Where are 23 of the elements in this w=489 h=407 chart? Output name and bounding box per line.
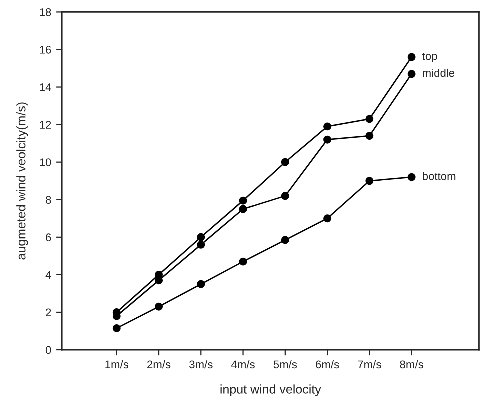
y-tick-label: 4 <box>46 271 52 279</box>
series-label: bottom <box>423 172 456 180</box>
x-axis-title: input wind velocity <box>220 384 322 396</box>
y-tick-label: 0 <box>46 346 52 354</box>
y-tick-label: 8 <box>46 196 52 204</box>
y-tick-label: 14 <box>40 84 52 92</box>
series-label: middle <box>423 68 455 78</box>
x-tick-label: 2m/s <box>148 360 171 369</box>
y-axis-title: augmeted wind veolcity(m/s) <box>16 102 28 260</box>
y-tick-label: 10 <box>40 158 52 166</box>
x-tick-label: 1m/s <box>106 360 129 369</box>
x-tick-label: 5m/s <box>274 360 298 369</box>
y-tick-label: 12 <box>40 121 52 129</box>
series-label: top <box>422 52 438 62</box>
y-tick-label: 2 <box>46 308 52 317</box>
y-tick-label: 16 <box>40 46 52 54</box>
x-tick-label: 4m/s <box>231 360 255 369</box>
x-tick-label: 8m/s <box>400 360 424 369</box>
x-tick-label: 7m/s <box>358 360 382 369</box>
x-tick-label: 6m/s <box>316 360 340 369</box>
x-tick-label: 3m/s <box>190 360 213 369</box>
y-tick-label: 18 <box>40 8 52 16</box>
y-tick-label: 6 <box>46 234 52 242</box>
